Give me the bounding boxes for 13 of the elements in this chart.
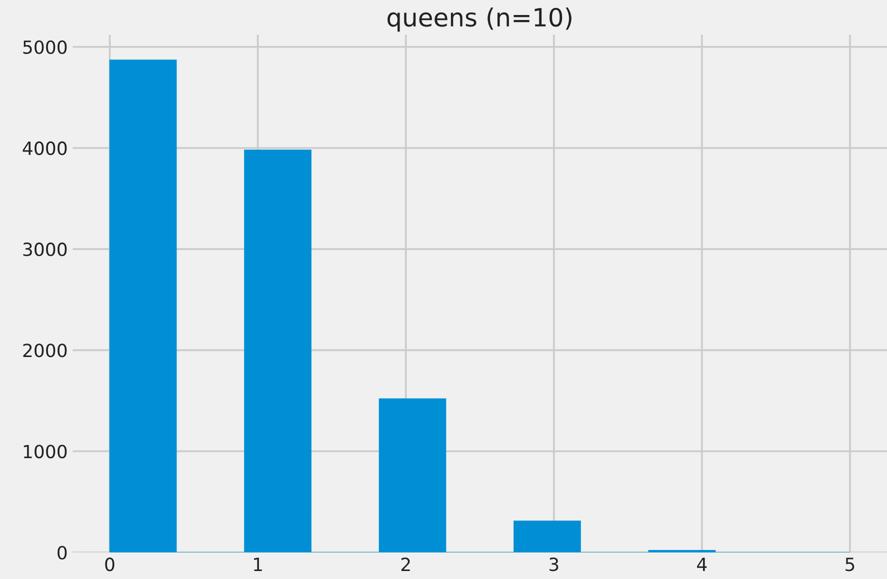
x-tick-label: 0	[105, 558, 114, 572]
y-tick-label: 2000	[23, 344, 67, 358]
y-tick-label: 4000	[22, 141, 67, 156]
x-tick-label: 3	[550, 558, 558, 572]
y-tick-label: 3000	[23, 242, 67, 256]
x-tick-label: 2	[401, 558, 410, 571]
y-tick-label: 5000	[23, 40, 67, 54]
x-tick-label: 4	[697, 558, 707, 571]
x-tick-label: 5	[846, 558, 854, 572]
x-tick-label: 1	[254, 558, 262, 571]
chart-title: queens (n=10)	[388, 7, 572, 32]
y-tick-label: 1000	[24, 444, 67, 458]
y-tick-label: 0	[58, 546, 67, 560]
